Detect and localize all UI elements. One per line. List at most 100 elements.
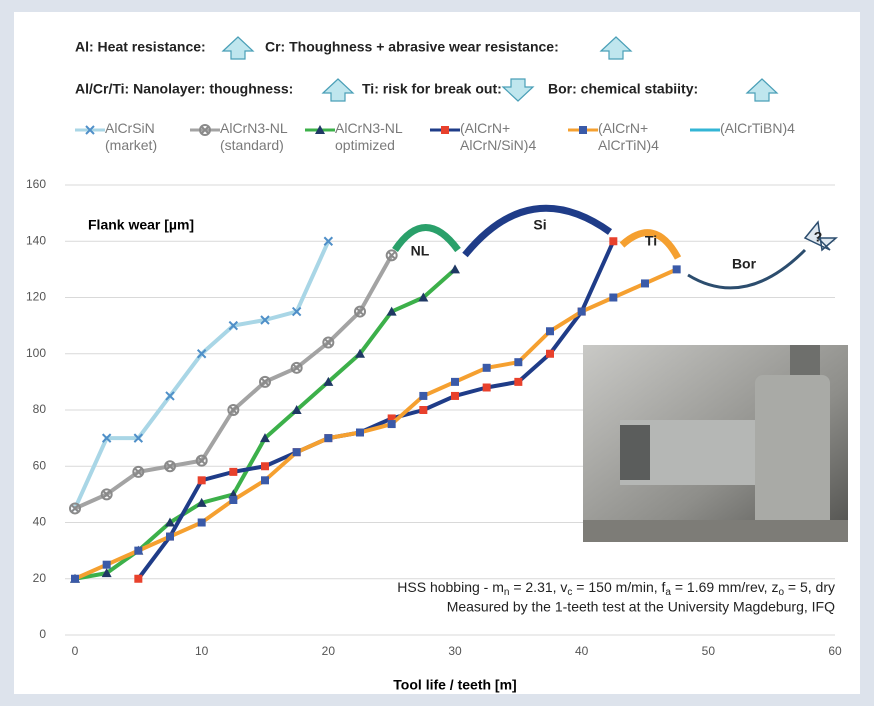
marker	[387, 420, 396, 429]
note-part: a	[665, 587, 671, 598]
marker	[290, 361, 303, 374]
marker	[323, 376, 334, 386]
marker	[419, 406, 428, 414]
annotation: Bor	[732, 256, 757, 272]
y-tick-label: 20	[33, 571, 47, 585]
y-tick-label: 120	[26, 290, 46, 304]
marker	[441, 126, 449, 134]
marker	[134, 574, 143, 583]
marker	[261, 462, 269, 471]
marker	[197, 476, 206, 485]
marker	[68, 502, 81, 515]
annotation: ?	[814, 229, 823, 245]
marker	[546, 349, 554, 358]
marker	[353, 305, 366, 318]
note: HSS hobbing - mn = 2.31, vc = 150 m/min,…	[397, 579, 835, 598]
marker	[291, 405, 302, 414]
marker	[133, 433, 144, 443]
marker	[322, 336, 335, 349]
y-tick-label: 0	[39, 627, 46, 641]
marker	[386, 306, 397, 316]
y-tick-label: 80	[33, 402, 47, 416]
marker	[356, 428, 364, 437]
marker	[387, 414, 396, 423]
annotation: Si	[533, 217, 546, 233]
marker	[291, 306, 302, 317]
x-tick-label: 10	[195, 644, 209, 658]
y-tick-label: 40	[33, 515, 47, 529]
marker	[641, 279, 649, 288]
y-tick-label: 160	[26, 177, 46, 191]
marker	[227, 404, 240, 416]
marker	[71, 574, 79, 583]
arrow-icon	[321, 78, 355, 102]
marker	[195, 454, 208, 467]
marker	[165, 517, 175, 527]
marker	[166, 532, 174, 541]
marker	[451, 391, 459, 400]
annotation: Ti	[645, 233, 657, 249]
marker	[609, 293, 618, 302]
marker	[482, 363, 491, 372]
marker	[514, 377, 523, 386]
note-part: n	[504, 587, 510, 598]
legend-label: (AlCrN+ AlCrTiN)4	[598, 120, 659, 153]
note: Measured by the 1-teeth test at the Univ…	[447, 599, 835, 615]
annotation: NL	[411, 243, 430, 259]
y-tick-label: 100	[26, 346, 46, 360]
marker	[672, 265, 681, 274]
marker	[451, 377, 459, 386]
y-tick-label: 140	[26, 233, 46, 247]
note-part: o	[778, 587, 784, 598]
x-tick-label: 40	[575, 644, 589, 658]
header-text: Cr: Thoughness + abrasive wear resistanc…	[265, 39, 559, 55]
marker	[385, 249, 398, 262]
photo	[583, 345, 848, 542]
marker	[101, 433, 112, 443]
marker	[197, 518, 206, 527]
marker	[260, 433, 270, 443]
marker	[323, 236, 334, 246]
legend-label: AlCrN3-NL (standard)	[220, 120, 288, 153]
marker	[482, 383, 491, 392]
marker	[315, 125, 325, 134]
marker	[198, 124, 211, 136]
x-tick-label: 60	[828, 644, 842, 658]
x-tick-label: 30	[448, 644, 462, 658]
marker	[229, 467, 238, 476]
marker	[355, 348, 365, 358]
note-part: = 1.69 mm/rev, z	[671, 579, 779, 595]
series-line	[136, 240, 616, 580]
marker	[196, 349, 207, 359]
marker	[229, 496, 238, 504]
arrow-icon	[221, 36, 255, 60]
marker	[134, 546, 143, 555]
marker	[450, 264, 460, 274]
note-part: = 150 m/min, f	[572, 579, 665, 595]
note-part: HSS hobbing - m	[397, 579, 504, 595]
arrow-icon	[501, 78, 535, 102]
marker	[324, 434, 333, 443]
y-tick-label: 60	[33, 458, 47, 472]
arrow-icon	[599, 36, 633, 60]
note-part: = 2.31, v	[509, 579, 567, 595]
note-part: = 5, dry	[784, 579, 835, 595]
note-part: c	[567, 587, 572, 598]
header-text: Al: Heat resistance:	[75, 39, 206, 55]
legend-label: (AlCrN+ AlCrN/SiN)4	[460, 120, 537, 153]
arrow-icon	[745, 78, 779, 102]
marker	[163, 460, 176, 473]
marker	[579, 126, 587, 134]
marker	[292, 448, 301, 457]
marker	[418, 292, 429, 302]
marker	[258, 375, 271, 388]
marker	[102, 560, 111, 569]
header-text: Bor: chemical stabiity:	[548, 81, 698, 97]
marker	[101, 568, 112, 578]
marker	[609, 237, 618, 246]
legend-label: AlCrSiN (market)	[105, 120, 158, 153]
marker	[546, 327, 554, 336]
y-axis-title: Flank wear [µm]	[88, 217, 194, 233]
marker	[165, 391, 175, 401]
